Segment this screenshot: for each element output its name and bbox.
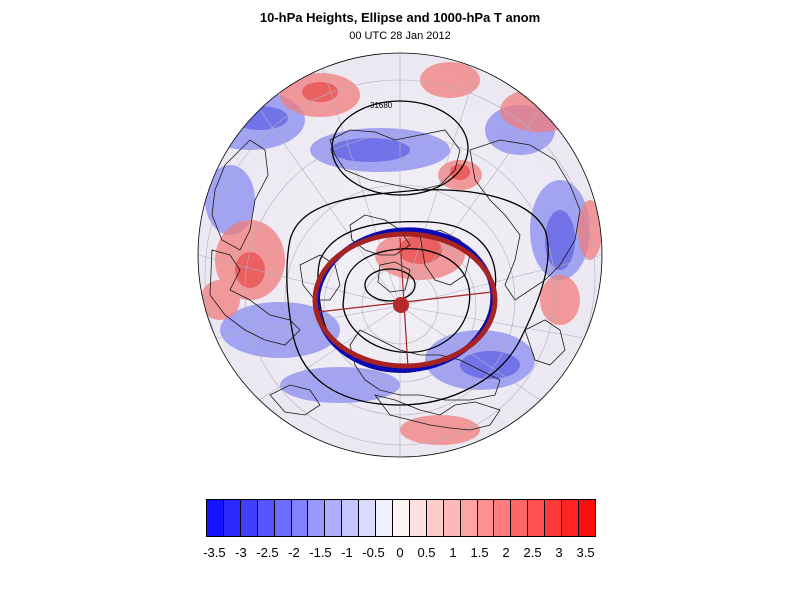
colorbar-label: 0.5 bbox=[417, 545, 435, 560]
colorbar-label: 2.5 bbox=[523, 545, 541, 560]
colorbar-label: -2.5 bbox=[256, 545, 278, 560]
colorbar-swatch bbox=[444, 500, 461, 536]
colorbar-label: 3 bbox=[555, 545, 562, 560]
colorbar-swatch bbox=[325, 500, 342, 536]
colorbar-label: -3.5 bbox=[203, 545, 225, 560]
contour-label: 31680 bbox=[370, 101, 393, 110]
colorbar-swatch bbox=[545, 500, 562, 536]
colorbar-label: -2 bbox=[288, 545, 300, 560]
colorbar-label: 0 bbox=[396, 545, 403, 560]
colorbar-label: 1.5 bbox=[470, 545, 488, 560]
colorbar-swatch bbox=[478, 500, 495, 536]
colorbar-swatch bbox=[376, 500, 393, 536]
colorbar-swatch bbox=[241, 500, 258, 536]
colorbar-swatch bbox=[410, 500, 427, 536]
colorbar-swatch bbox=[393, 500, 410, 536]
colorbar-label: -3 bbox=[235, 545, 247, 560]
vortex-center-marker bbox=[393, 297, 409, 313]
colorbar-label: 1 bbox=[449, 545, 456, 560]
colorbar-swatch bbox=[528, 500, 545, 536]
colorbar-swatch bbox=[461, 500, 478, 536]
colorbar-labels: -3.5 -3 -2.5 -2 -1.5 -1 -0.5 0 0.5 1 1.5 2 2.5 3 3.5 bbox=[0, 545, 800, 561]
colorbar-swatch bbox=[342, 500, 359, 536]
colorbar-swatch bbox=[275, 500, 292, 536]
colorbar-swatch bbox=[579, 500, 595, 536]
colorbar-swatch bbox=[224, 500, 241, 536]
colorbar-label: 2 bbox=[502, 545, 509, 560]
colorbar-swatch bbox=[292, 500, 309, 536]
colorbar-swatch bbox=[494, 500, 511, 536]
temperature-anomaly-field: 31680 bbox=[195, 53, 602, 470]
colorbar-label: 3.5 bbox=[577, 545, 595, 560]
colorbar-swatch bbox=[511, 500, 528, 536]
colorbar-swatch bbox=[258, 500, 275, 536]
colorbar-swatch bbox=[207, 500, 224, 536]
colorbar-swatch bbox=[427, 500, 444, 536]
colorbar-swatch bbox=[359, 500, 376, 536]
colorbar bbox=[206, 499, 596, 537]
colorbar-swatch bbox=[308, 500, 325, 536]
colorbar-label: -1 bbox=[341, 545, 353, 560]
colorbar-swatch bbox=[562, 500, 579, 536]
colorbar-label: -1.5 bbox=[309, 545, 331, 560]
colorbar-label: -0.5 bbox=[362, 545, 384, 560]
